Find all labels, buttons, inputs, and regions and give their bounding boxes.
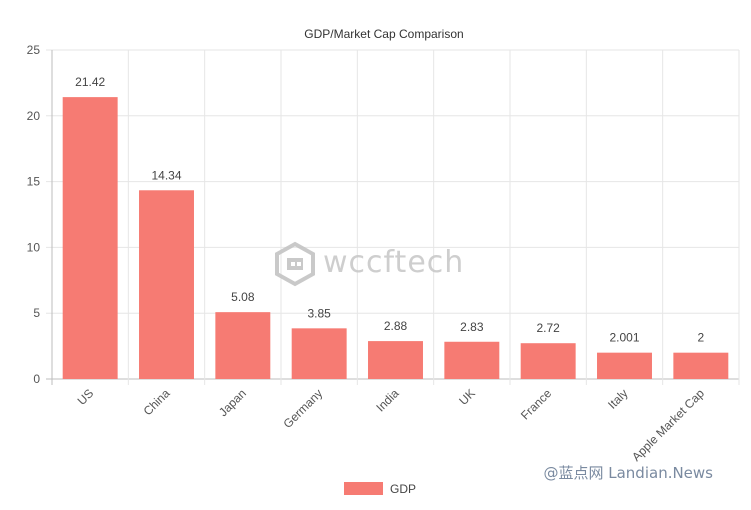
bar[interactable]: [444, 341, 500, 379]
x-tick-label: Apple Market Cap: [629, 386, 707, 464]
y-axis-ticks: 0 5 10 15 20 25: [27, 43, 41, 386]
y-tick-label: 0: [33, 372, 40, 386]
bar[interactable]: [62, 97, 118, 380]
data-label: 14.34: [151, 168, 181, 182]
data-label: 2.83: [460, 320, 484, 334]
watermark-site: @蓝点网 Landian.News: [543, 464, 713, 482]
bar[interactable]: [291, 328, 347, 379]
bars: [62, 97, 729, 380]
x-tick-label: Japan: [216, 386, 249, 419]
x-tick-label: Italy: [605, 386, 630, 411]
bar[interactable]: [597, 352, 652, 379]
data-label: 2.72: [536, 321, 560, 335]
data-label: 5.08: [231, 290, 255, 304]
chart-title: GDP/Market Cap Comparison: [304, 27, 463, 41]
x-tick-label: France: [518, 386, 555, 423]
bar[interactable]: [368, 341, 423, 379]
data-label: 21.42: [75, 75, 105, 89]
x-axis-ticks: US China Japan Germany India UK France ItalyApp…: [75, 386, 708, 464]
wccftech-logo-icon: [275, 241, 315, 287]
bar[interactable]: [139, 190, 194, 379]
bar[interactable]: [673, 352, 729, 379]
data-label: 2.001: [609, 331, 639, 345]
x-tick-label: UK: [456, 386, 478, 408]
x-tick-label: India: [373, 386, 402, 415]
y-tick-label: 20: [27, 109, 41, 123]
data-label: 2: [697, 331, 704, 345]
data-labels: 21.42 14.34 5.08 3.85 2.88 2.83 2.72 2.001 2: [75, 75, 704, 345]
bar[interactable]: [215, 312, 271, 379]
y-tick-label: 15: [27, 175, 41, 189]
x-tick-label: US: [75, 386, 97, 408]
watermark-logo-text: wccftech: [323, 245, 464, 280]
y-tick-label: 25: [27, 43, 41, 57]
x-tick-label: China: [141, 386, 173, 418]
watermark-logo: wccftech: [275, 241, 464, 287]
bar[interactable]: [520, 343, 576, 379]
y-tick-label: 10: [27, 240, 41, 254]
x-tick-label: Germany: [280, 386, 325, 431]
legend-label[interactable]: GDP: [390, 482, 416, 496]
y-tick-label: 5: [33, 306, 40, 320]
legend-swatch[interactable]: [344, 482, 383, 495]
data-label: 2.88: [384, 319, 408, 333]
legend[interactable]: GDP: [344, 482, 416, 496]
data-label: 3.85: [307, 306, 331, 320]
